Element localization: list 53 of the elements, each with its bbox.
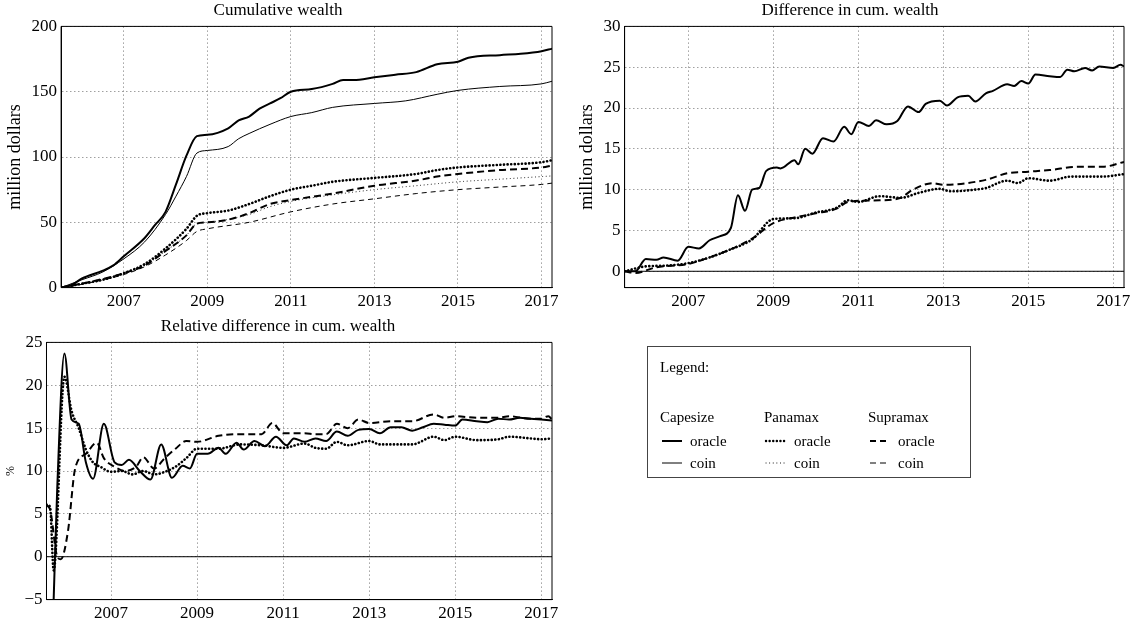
y-tick-label: 25 bbox=[603, 56, 621, 76]
x-tick-label: 2011 bbox=[841, 291, 876, 311]
y-axis-title: million dollars bbox=[3, 104, 24, 210]
y-tick-label: 0 bbox=[612, 260, 621, 280]
x-tick-label: 2015 bbox=[438, 603, 473, 623]
x-tick-label: 2007 bbox=[106, 291, 142, 311]
x-tick-label: 2015 bbox=[1011, 291, 1046, 311]
legend-label: oracle bbox=[898, 432, 935, 450]
x-tick-label: 2009 bbox=[756, 291, 791, 311]
legend-label: coin bbox=[690, 454, 716, 472]
y-tick-label: 0 bbox=[33, 546, 43, 566]
x-tick-label: 2013 bbox=[357, 291, 392, 311]
x-tick-label: 2009 bbox=[180, 603, 215, 623]
x-tick-label: 2013 bbox=[352, 603, 387, 623]
y-tick-label: 50 bbox=[40, 211, 58, 231]
legend-label: coin bbox=[794, 454, 820, 472]
y-tick-label: 100 bbox=[31, 146, 58, 166]
x-tick-label: 2017 bbox=[1096, 291, 1131, 311]
x-tick-label: 2015 bbox=[441, 291, 475, 311]
chart-title: Cumulative wealth bbox=[213, 0, 343, 19]
x-tick-label: 2011 bbox=[266, 603, 300, 623]
y-tick-label: 10 bbox=[25, 460, 43, 480]
x-tick-label: 2017 bbox=[524, 603, 559, 623]
legend-label: oracle bbox=[690, 432, 727, 450]
y-tick-label: 20 bbox=[603, 97, 621, 117]
y-tick-label: 20 bbox=[25, 374, 43, 394]
y-tick-label: 15 bbox=[25, 417, 43, 437]
legend-title: Legend: bbox=[660, 359, 710, 376]
y-tick-label: 200 bbox=[31, 15, 58, 35]
x-tick-label: 2013 bbox=[926, 291, 961, 311]
y-tick-label: 15 bbox=[603, 138, 621, 158]
y-tick-label: 5 bbox=[33, 503, 43, 523]
y-tick-label: 5 bbox=[612, 219, 621, 239]
y-axis-title: million dollars bbox=[575, 104, 596, 210]
y-tick-label: 10 bbox=[603, 179, 621, 199]
text: Supramax bbox=[868, 409, 930, 426]
x-tick-label: 2011 bbox=[274, 291, 308, 311]
text: Panamax bbox=[764, 409, 820, 426]
y-axis-title: % bbox=[3, 466, 18, 476]
text: Capesize bbox=[660, 409, 716, 426]
y-tick-label: −5 bbox=[24, 589, 43, 609]
x-tick-label: 2007 bbox=[671, 291, 706, 311]
y-tick-label: 0 bbox=[48, 277, 58, 297]
legend-label: coin bbox=[898, 454, 924, 472]
y-tick-label: 30 bbox=[603, 15, 621, 35]
chart-title: Relative difference in cum. wealth bbox=[160, 315, 396, 335]
x-tick-label: 2007 bbox=[94, 603, 129, 623]
x-tick-label: 2009 bbox=[190, 291, 225, 311]
chart-title: Difference in cum. wealth bbox=[761, 0, 940, 19]
x-tick-label: 2017 bbox=[524, 291, 560, 311]
y-tick-label: 25 bbox=[25, 331, 43, 351]
legend-label: oracle bbox=[794, 432, 831, 450]
y-tick-label: 150 bbox=[31, 81, 58, 101]
